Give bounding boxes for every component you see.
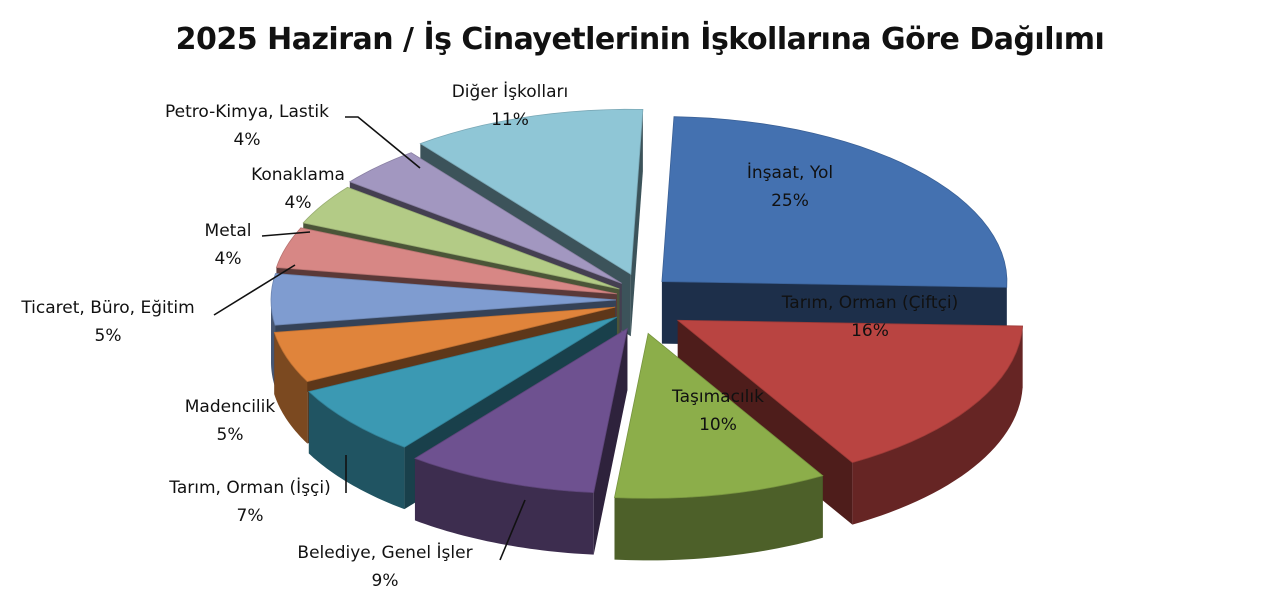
pie-slice-7 xyxy=(275,227,618,295)
slice-label-10: Diğer İşkolları xyxy=(452,81,569,102)
pie-labels: İnşaat, Yol 25% Tarım, Orman (Çiftçi) 16% Ta… xyxy=(20,81,958,591)
slice-value-label-10: 11% xyxy=(491,110,529,130)
chart-title: 2025 Haziran / İş Cinayetlerinin İşkolla… xyxy=(175,22,1105,57)
slice-value-label-6: 5% xyxy=(95,326,122,346)
slice-value-label-8: 4% xyxy=(285,193,312,213)
pie-slice-2 xyxy=(614,332,824,499)
slice-side-1-0 xyxy=(852,326,1023,525)
pie-slice-0 xyxy=(661,116,1008,288)
pie-slice-10 xyxy=(419,108,644,275)
slice-side-5-0 xyxy=(274,332,308,444)
slice-value-label-3: 9% xyxy=(372,571,399,591)
slice-label-5: Madencilik xyxy=(185,397,276,417)
pie-slice-5 xyxy=(273,306,616,382)
slice-label-2: Taşımacılık xyxy=(671,387,764,407)
slice-label-9: Petro-Kimya, Lastik xyxy=(165,102,329,122)
slice-value-label-4: 7% xyxy=(237,506,264,526)
leader-line-6 xyxy=(213,264,296,316)
slice-label-6: Ticaret, Büro, Eğitim xyxy=(20,298,194,318)
slice-side-4-0 xyxy=(308,391,405,510)
slice-label-0: İnşaat, Yol xyxy=(747,162,833,183)
slice-label-8: Konaklama xyxy=(251,165,345,185)
slice-label-3: Belediye, Genel İşler xyxy=(297,542,472,563)
leader-line-3 xyxy=(499,499,526,561)
slice-value-label-7: 4% xyxy=(215,249,242,269)
pie-leader-lines xyxy=(213,116,526,561)
pie-slice-3 xyxy=(414,327,628,494)
slice-value-label-0: 25% xyxy=(771,191,809,211)
pie-slice-tops xyxy=(270,108,1024,499)
slice-wall-10-1 xyxy=(630,109,643,337)
slice-value-label-2: 10% xyxy=(699,415,737,435)
slice-side-6-0 xyxy=(271,299,276,388)
pie-slice-1 xyxy=(676,319,1024,464)
slice-value-label-1: 16% xyxy=(851,321,889,341)
slice-side-3-0 xyxy=(414,458,594,555)
pie-slice-4 xyxy=(308,316,618,448)
slice-label-7: Metal xyxy=(205,221,252,241)
slice-label-1: Tarım, Orman (Çiftçi) xyxy=(781,293,959,313)
leader-line-9 xyxy=(345,116,421,169)
slice-side-2-0 xyxy=(614,475,823,561)
pie-slice-9 xyxy=(348,152,622,284)
slice-label-4: Tarım, Orman (İşçi) xyxy=(168,477,331,498)
slice-value-label-5: 5% xyxy=(217,425,244,445)
pie-slice-8 xyxy=(302,186,620,290)
slice-value-label-9: 4% xyxy=(234,130,261,150)
leader-line-7 xyxy=(261,231,311,237)
